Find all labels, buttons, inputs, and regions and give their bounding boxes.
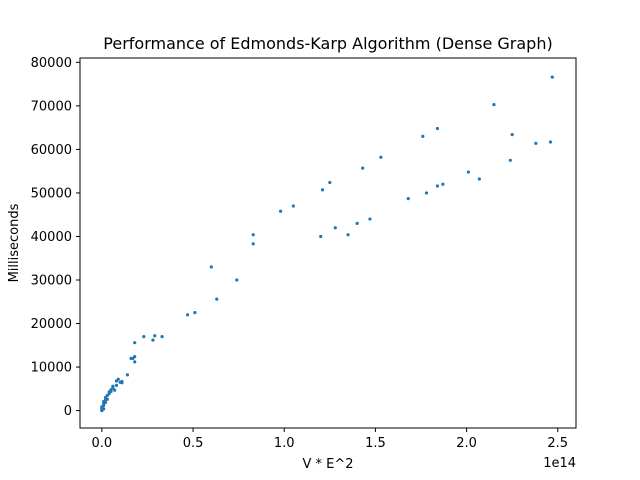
data-point [435, 126, 440, 131]
y-tick-label: 70000 [31, 99, 72, 114]
y-tick-label: 0 [64, 404, 72, 419]
x-axis: 0.0 0.5 1.0 1.5 2.0 2.5 [92, 428, 568, 451]
y-tick-label: 40000 [31, 230, 72, 245]
data-point [379, 155, 383, 159]
data-point [125, 373, 130, 377]
y-tick-label: 60000 [31, 143, 72, 158]
y-tick-label: 80000 [31, 56, 72, 71]
data-point [107, 392, 111, 396]
data-point [142, 334, 146, 339]
data-point [492, 102, 496, 107]
data-point [153, 334, 157, 338]
x-axis-label: V * E^2 [302, 457, 353, 472]
data-point [368, 217, 372, 221]
data-point [251, 242, 255, 246]
data-point [251, 233, 255, 237]
data-point [109, 389, 113, 394]
y-tick-label: 10000 [31, 361, 72, 376]
data-point [133, 341, 137, 345]
x-tick-label: 1.0 [274, 436, 295, 451]
data-point [328, 180, 332, 185]
data-point [548, 140, 553, 144]
plot-frame [79, 57, 577, 429]
data-point [114, 383, 119, 387]
data-point [133, 355, 137, 359]
y-tick-label: 20000 [31, 317, 72, 332]
data-point [550, 75, 554, 79]
data-point [120, 381, 124, 385]
data-point [435, 184, 440, 188]
data-point [421, 134, 425, 138]
data-points [100, 75, 554, 413]
data-point [477, 177, 481, 181]
data-point [510, 133, 514, 137]
data-point [319, 234, 323, 239]
y-axis: 0 10000 20000 30000 40000 50000 60000 70000 8000… [31, 56, 80, 419]
data-point [209, 265, 213, 269]
data-point [235, 278, 239, 282]
data-point [103, 400, 108, 404]
data-point [116, 377, 120, 381]
data-point [346, 233, 350, 237]
data-point [111, 384, 115, 388]
data-point [291, 204, 295, 208]
x-axis-offset-label: 1e14 [543, 456, 576, 471]
data-point [534, 141, 538, 145]
data-point [508, 158, 512, 162]
x-tick-label: 2.0 [456, 436, 477, 451]
x-tick-label: 2.5 [547, 436, 568, 451]
y-tick-label: 50000 [31, 186, 72, 201]
y-tick-label: 30000 [31, 274, 72, 289]
data-point [355, 221, 359, 226]
data-point [193, 311, 197, 315]
data-point [151, 338, 155, 342]
data-point [102, 407, 106, 411]
data-point [361, 166, 365, 170]
data-point [133, 360, 137, 364]
x-tick-label: 1.5 [365, 436, 386, 451]
data-point [215, 297, 219, 301]
data-point [466, 170, 471, 174]
x-tick-label: 0.5 [183, 436, 204, 451]
data-point [113, 388, 117, 392]
x-tick-label: 0.0 [92, 436, 113, 451]
data-point [278, 209, 283, 213]
data-point [320, 188, 325, 192]
data-point [441, 182, 445, 186]
data-point [185, 313, 190, 317]
chart-title: Performance of Edmonds-Karp Algorithm (D… [103, 34, 552, 53]
data-point [160, 334, 164, 339]
y-axis-label: Milliseconds [7, 203, 22, 282]
data-point [333, 226, 337, 230]
data-point [406, 197, 410, 201]
data-point [424, 191, 429, 195]
data-point [105, 397, 109, 401]
